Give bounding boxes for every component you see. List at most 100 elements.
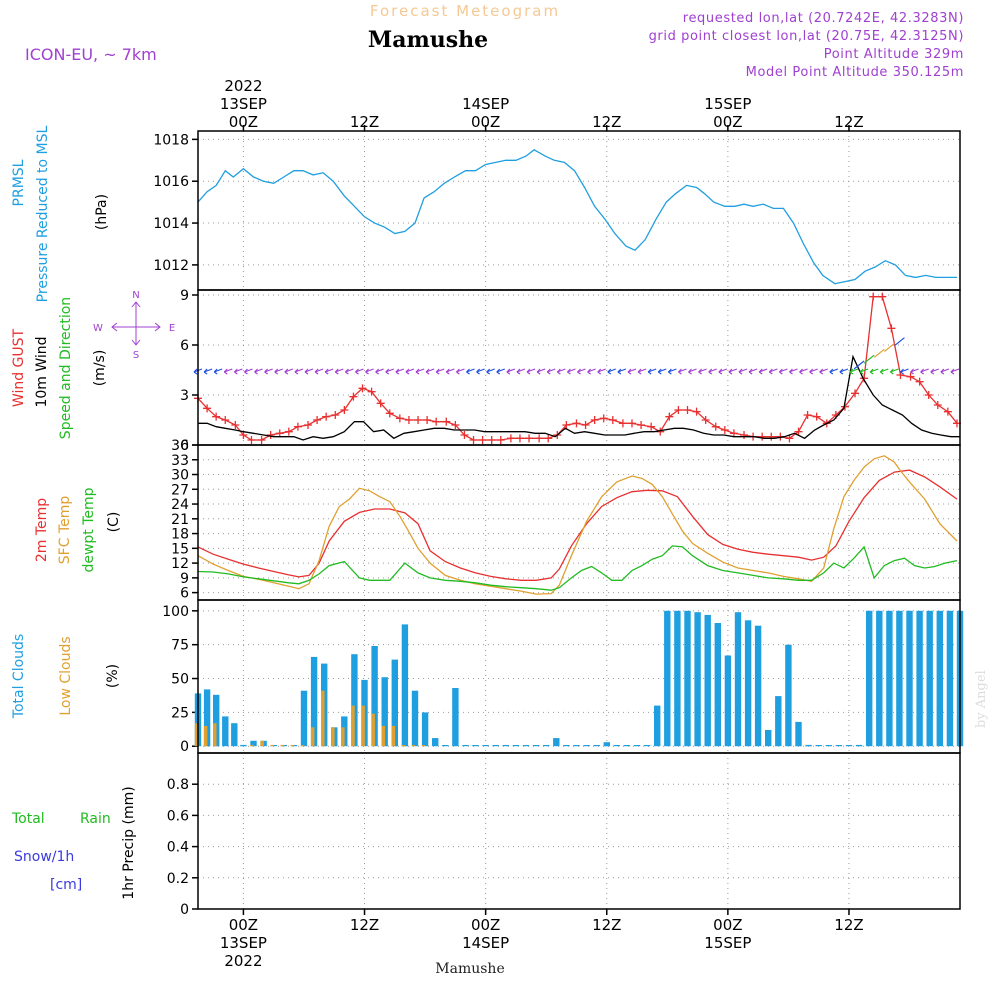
time-axis-bottom-label: 00Z bbox=[229, 916, 258, 934]
wind-direction-arrow bbox=[334, 368, 344, 375]
gust-point bbox=[304, 421, 313, 429]
wind-direction-arrow bbox=[718, 368, 728, 375]
wind-direction-arrow bbox=[365, 368, 374, 375]
wind-arrow-head bbox=[718, 368, 723, 375]
gust-point bbox=[544, 434, 553, 443]
gust-point bbox=[618, 419, 627, 428]
gust-point bbox=[812, 412, 821, 421]
wind-speed-direction-label: Speed and Direction bbox=[58, 297, 74, 439]
wind-arrow-head bbox=[546, 368, 551, 375]
y-tick-label: 30 bbox=[171, 468, 189, 484]
wind-arrow-head bbox=[486, 368, 491, 375]
time-axis-top-label: 12Z bbox=[350, 113, 379, 131]
wind-arrow-head bbox=[900, 368, 904, 375]
wind-direction-arrow bbox=[799, 368, 808, 375]
wind-direction-arrow bbox=[930, 368, 939, 375]
total-cloud-bar bbox=[916, 610, 923, 747]
wind-direction-arrow bbox=[627, 368, 637, 375]
total-cloud-bar bbox=[876, 610, 883, 747]
wind-direction-arrow bbox=[567, 368, 576, 375]
precip-total-label: Total bbox=[11, 811, 45, 827]
time-axis-top-label: 12Z bbox=[834, 113, 863, 131]
total-cloud-bar bbox=[213, 694, 220, 747]
wind-arrow-head bbox=[466, 368, 470, 375]
total-cloud-bar bbox=[411, 690, 419, 747]
total-cloud-bar bbox=[684, 610, 691, 747]
y-tick-label: 75 bbox=[171, 638, 189, 654]
pressure-panel-frame bbox=[197, 130, 961, 291]
wind-arrow-head bbox=[728, 368, 733, 375]
total-cloud-bar bbox=[633, 745, 641, 747]
y-tick-label: 15 bbox=[171, 541, 189, 557]
wind-direction-arrow bbox=[637, 368, 647, 375]
wind-arrow-head bbox=[385, 368, 390, 375]
low-cloud-bar bbox=[310, 727, 315, 747]
total-cloud-bar bbox=[866, 610, 873, 747]
wind-arrow-head bbox=[667, 368, 672, 375]
gust-point bbox=[692, 407, 701, 416]
gust-point bbox=[729, 429, 738, 438]
wind-arrow-head bbox=[708, 368, 713, 375]
wind-arrow-head bbox=[637, 368, 642, 375]
time-axis-bottom-label: 12Z bbox=[834, 916, 863, 934]
total-cloud-bar bbox=[886, 610, 893, 747]
gust-point bbox=[674, 406, 683, 414]
wind-arrow-head bbox=[496, 368, 501, 375]
y-tick-label: 27 bbox=[171, 482, 189, 498]
precip-panel-labels: Total Rain Snow/1h [cm] 1hr Precip (mm) bbox=[11, 786, 137, 899]
gust-point bbox=[515, 434, 524, 443]
wind-arrow-head bbox=[647, 368, 652, 375]
wind-direction-arrow bbox=[375, 368, 384, 375]
requested-location: requested lon,lat (20.7242E, 42.3283N) bbox=[683, 11, 964, 26]
wind-arrow-head bbox=[809, 368, 814, 375]
precip-snow-label: Snow/1h bbox=[14, 849, 74, 865]
gust-point bbox=[915, 377, 924, 386]
wind-direction-arrow bbox=[577, 368, 586, 375]
y-tick-label: 0.6 bbox=[167, 808, 189, 824]
wind-arrow-head bbox=[334, 368, 339, 375]
wind-direction-arrow bbox=[264, 368, 273, 375]
y-tick-label: 0 bbox=[180, 739, 189, 755]
total-cloud-bar bbox=[583, 745, 590, 747]
total-cloud-bar bbox=[795, 721, 802, 747]
y-tick-label: 6 bbox=[180, 338, 189, 354]
total-cloud-bar bbox=[462, 745, 469, 747]
wind-direction-arrow bbox=[536, 368, 546, 375]
wind-direction-arrow bbox=[556, 368, 566, 375]
total-cloud-bar bbox=[643, 745, 651, 747]
total-cloud-bar bbox=[563, 745, 570, 747]
gust-point bbox=[404, 416, 413, 424]
total-cloud-bar bbox=[401, 624, 409, 747]
y-tick-label: 18 bbox=[171, 527, 189, 543]
wind-direction-arrow bbox=[506, 368, 516, 375]
compass-arrows-icon bbox=[111, 301, 161, 346]
total-cloud-bar bbox=[744, 620, 752, 747]
wind-arrow-head bbox=[607, 368, 612, 375]
wind-direction-arrow bbox=[324, 368, 334, 375]
wind-arrow-head bbox=[889, 368, 894, 375]
wind-direction-arrow bbox=[920, 368, 929, 375]
wind-arrow-head bbox=[839, 368, 844, 375]
wind-direction-arrow bbox=[213, 368, 223, 375]
wind-arrow-head bbox=[567, 368, 571, 375]
total-cloud-bar bbox=[724, 655, 732, 747]
wind-direction-arrow bbox=[950, 368, 960, 375]
gust-point bbox=[647, 422, 656, 431]
gust-point bbox=[349, 392, 358, 401]
gust-point bbox=[803, 411, 812, 419]
wind-arrow-head bbox=[455, 368, 460, 375]
wind-arrow-head bbox=[244, 368, 248, 375]
wind-arrow-head bbox=[617, 368, 622, 375]
gust-point bbox=[385, 409, 394, 418]
wind-direction-arrow bbox=[748, 368, 758, 375]
clouds-unit-label: (%) bbox=[105, 664, 121, 688]
gust-point bbox=[794, 427, 803, 436]
y-tick-label: 0 bbox=[180, 438, 189, 454]
wind-arrow-head bbox=[516, 368, 521, 375]
wind-direction-arrow bbox=[385, 368, 394, 375]
gust-point bbox=[293, 422, 302, 431]
station-title: Mamushe bbox=[368, 27, 488, 53]
wind-direction-arrow bbox=[476, 368, 485, 375]
y-tick-label: 0.2 bbox=[167, 871, 189, 887]
gust-point bbox=[257, 436, 266, 444]
